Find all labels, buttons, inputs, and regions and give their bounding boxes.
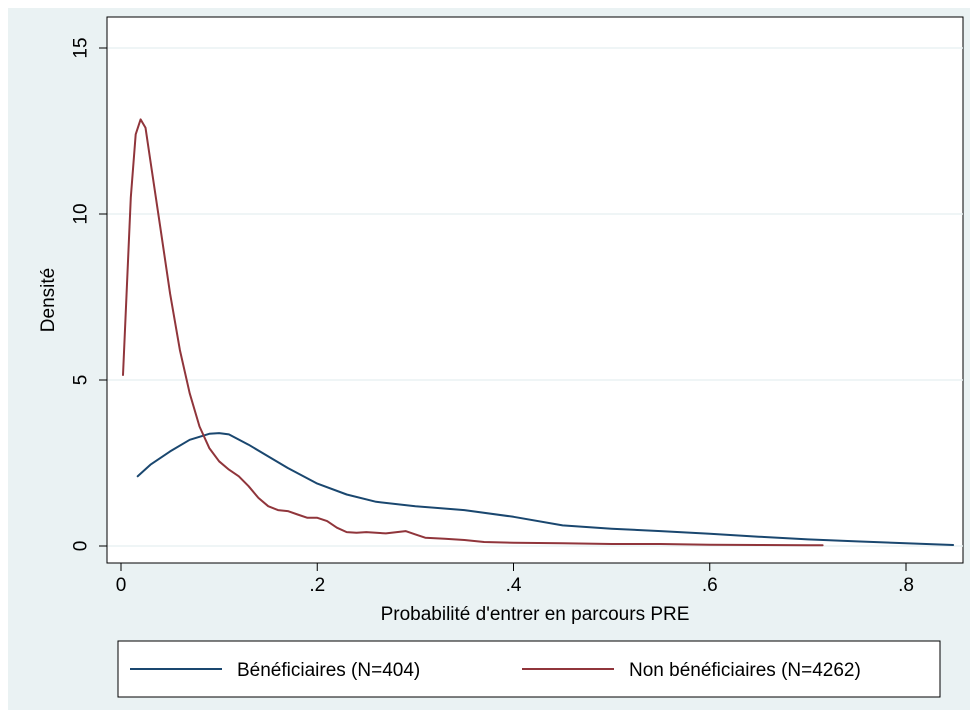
series-lines xyxy=(122,118,955,547)
x-axis-title: Probabilité d'entrer en parcours PRE xyxy=(381,604,690,625)
series-line-beneficiaires xyxy=(136,432,955,546)
y-tick-label: 15 xyxy=(71,37,92,58)
x-tick-label: .4 xyxy=(506,575,522,596)
x-tick-label: .8 xyxy=(898,575,914,596)
x-tick-label: .6 xyxy=(702,575,718,596)
legend-label-non-beneficiaires: Non bénéficiaires (N=4262) xyxy=(629,660,861,681)
x-tick-label: .2 xyxy=(309,575,325,596)
y-tick-label: 5 xyxy=(71,375,92,386)
legend: Bénéficiaires (N=404) Non bénéficiaires … xyxy=(117,640,941,698)
x-tick-label: 0 xyxy=(116,575,127,596)
axis-ticks: 0 .2 .4 .6 .8 0 5 10 15 xyxy=(71,37,914,596)
y-tick-label: 0 xyxy=(71,541,92,552)
y-axis-title: Densité xyxy=(38,268,59,332)
y-tick-label: 10 xyxy=(71,203,92,224)
series-line-non-beneficiaires xyxy=(122,118,824,547)
legend-label-beneficiaires: Bénéficiaires (N=404) xyxy=(237,660,420,681)
plot-area xyxy=(106,16,964,564)
